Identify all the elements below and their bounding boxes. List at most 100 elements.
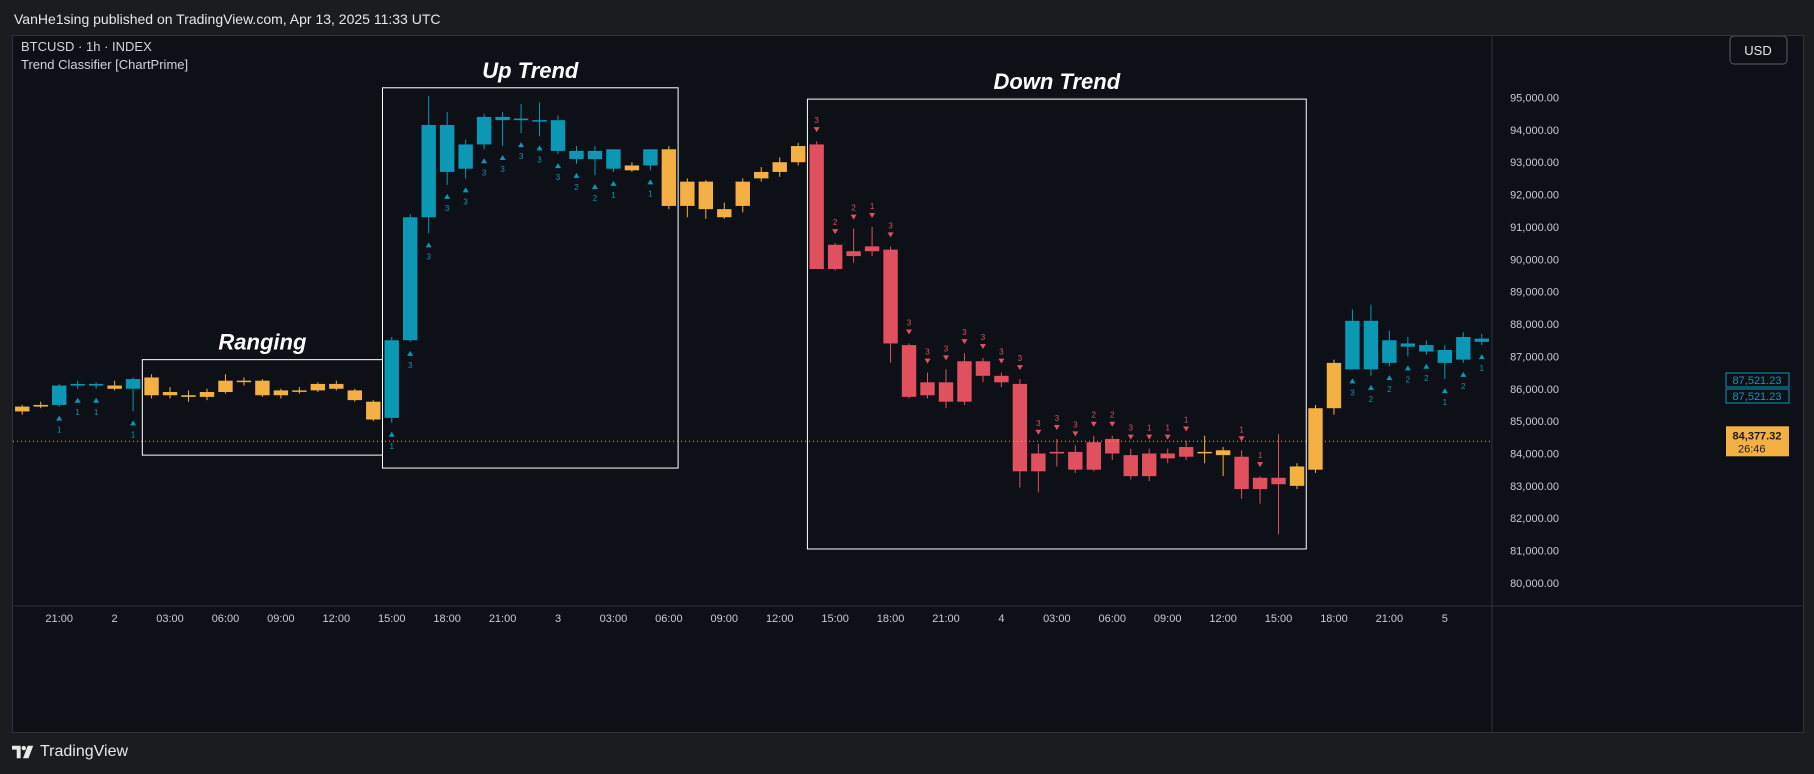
signal-arrow-down [1090,421,1097,427]
trend-box[interactable]: Up Trend [382,58,679,469]
candle-body [15,406,30,412]
signal-strength-label: 2 [1461,382,1466,391]
tradingview-brand: TradingView [40,743,129,760]
signal-strength-label: 2 [593,194,598,203]
signal-strength-label: 3 [556,173,561,182]
candle [975,358,991,383]
candle-body [772,162,787,172]
candle [1400,336,1416,357]
candle [957,353,972,405]
currency-button[interactable]: USD [1729,35,1788,65]
signal-arrow-up [1460,371,1467,377]
candle [15,404,30,415]
candle [606,149,621,172]
candle-body [421,125,436,218]
candles-layer [15,95,1489,535]
signal-arrow-up [647,179,654,185]
publish-bar: VanHe1sing published on TradingView.com,… [0,0,1814,36]
candle [1474,333,1489,346]
candle-body [624,165,640,171]
currency-label: USD [1744,43,1771,58]
y-tick-label: 93,000.00 [1510,157,1559,169]
tradingview-logo-icon [12,745,34,759]
candle [532,102,547,137]
candle [994,372,1009,388]
signal-strength-label: 3 [925,348,930,357]
x-tick-label: 5 [1442,613,1448,625]
candle-body [1197,451,1212,454]
signal-arrow-down [850,214,857,220]
signal-strength-label: 3 [1350,388,1355,397]
signal-strength-label: 1 [1443,398,1448,407]
signal-arrow-up [481,158,488,164]
candle [1437,345,1453,380]
y-tick-label: 87,000.00 [1510,351,1559,363]
candle-body [51,385,67,405]
candle-body [88,383,104,386]
y-tick-label: 80,000.00 [1510,578,1559,590]
signal-arrow-down [1127,434,1134,440]
candle [1456,332,1471,363]
candle-body [125,379,141,389]
candle-body [1289,466,1305,486]
candle [587,146,603,176]
chart-frame[interactable]: 1 1 1 1 1 3 3 3 3 3 3 3 3 3 2 2 1 1 3 2 2 1 3 3 3 3 3 3 3 3 3 3 3 2 2 3 1 1 1 1… [12,35,1804,733]
indicator-price-2: 87,521.23 [1733,391,1782,403]
candle-body [1363,320,1379,370]
candle-body [70,383,85,386]
candle [1308,404,1323,473]
signal-strength-label: 2 [1406,375,1411,384]
signal-strength-label: 1 [1165,424,1170,433]
x-tick-label: 21:00 [1376,613,1404,625]
candle-body [162,392,178,396]
signal-strength-label: 3 [962,328,967,337]
candle-body [144,377,159,396]
candle-body [1105,438,1120,454]
candle [255,379,270,397]
signal-arrow-up [1386,375,1393,381]
trend-box[interactable]: Down Trend [806,69,1307,550]
axes-layer: 95,000.00 94,000.00 93,000.00 92,000.00 91,0… [13,36,1803,732]
y-tick-label: 94,000.00 [1510,125,1559,137]
candle-body [1400,343,1416,347]
candle-body [754,171,769,179]
candlestick-chart[interactable]: 1 1 1 1 1 3 3 3 3 3 3 3 3 3 2 2 1 1 3 2 2 1 3 3 3 3 3 3 3 3 3 3 3 2 2 3 1 1 1 1… [13,35,1803,732]
candle-body [439,125,455,172]
candle-body [1123,455,1138,477]
x-tick-label: 12:00 [323,613,351,625]
candle [1215,447,1231,477]
tradingview-logo[interactable]: TradingView [12,743,128,761]
signal-arrow-up [536,145,543,151]
candle [1012,379,1028,488]
candle [1123,448,1138,480]
candle [310,382,326,393]
signal-strength-label: 3 [814,116,819,125]
candle [772,157,787,177]
signal-arrow-up [1423,363,1430,369]
symbol-label: BTCUSD · 1h · INDEX [21,39,152,54]
candle [439,112,455,185]
signal-arrow-up [1478,354,1485,360]
y-tick-label: 92,000.00 [1510,190,1559,202]
signal-strength-label: 1 [611,191,616,200]
signal-arrow-up [388,431,395,437]
candle-body [476,116,492,145]
trend-box-label: Ranging [218,330,307,355]
signal-arrow-down [924,358,931,364]
candle-body [569,150,584,159]
candle-body [384,340,399,418]
signal-strength-label: 1 [1147,424,1152,433]
trend-boxes-layer: Ranging Up Trend Down Trend [141,58,1307,550]
signal-arrow-up [407,350,414,356]
candle-body [1271,477,1286,485]
candle [1049,438,1065,467]
x-tick-label: 06:00 [1098,613,1126,625]
signal-strength-label: 1 [131,430,136,439]
signal-arrow-up [130,420,137,426]
candle-body [790,146,806,163]
signal-strength-label: 1 [648,189,653,198]
candle-body [1178,447,1194,457]
y-tick-label: 83,000.00 [1510,481,1559,493]
candle [661,146,677,210]
signal-strength-label: 3 [519,152,524,161]
